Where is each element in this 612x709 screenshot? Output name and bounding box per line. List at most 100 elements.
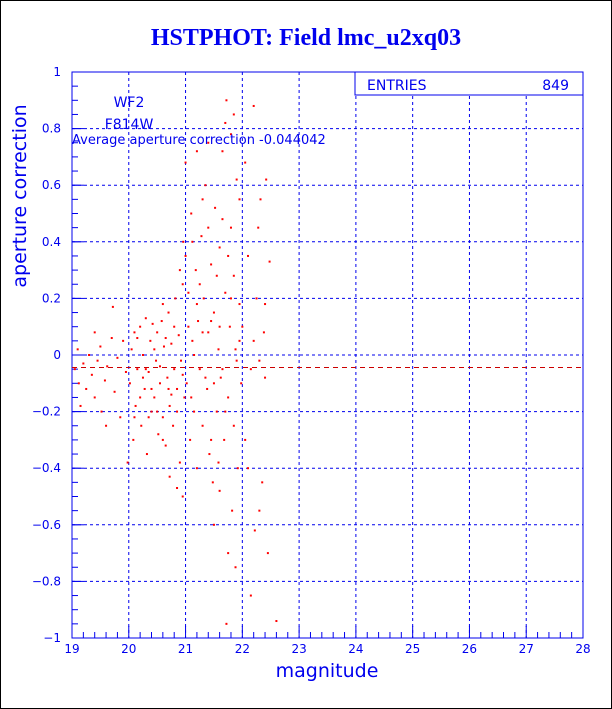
- x-axis-label: magnitude: [276, 660, 379, 682]
- data-point: [208, 453, 211, 456]
- data-point: [172, 424, 175, 427]
- data-point: [249, 594, 252, 597]
- x-tick-labels: 19 20 21 22 23 24 25 26 27 28: [64, 642, 590, 656]
- data-point: [159, 382, 162, 385]
- data-point: [93, 331, 96, 334]
- data-point: [223, 438, 226, 441]
- data-point: [210, 263, 213, 266]
- data-point: [99, 345, 102, 348]
- data-point: [144, 368, 147, 371]
- data-point: [210, 438, 213, 441]
- stats-box: ENTRIES 849: [354, 71, 584, 96]
- data-point: [151, 322, 154, 325]
- y-tick-label: 1: [53, 65, 61, 79]
- data-point: [207, 226, 210, 229]
- data-point: [207, 331, 210, 334]
- y-tick-label: 0.2: [42, 291, 61, 305]
- data-point: [164, 337, 167, 340]
- y-tick-label: 0: [53, 348, 61, 362]
- data-point: [247, 467, 250, 470]
- data-point: [128, 382, 131, 385]
- data-point: [224, 410, 227, 413]
- data-point: [141, 354, 144, 356]
- data-point: [238, 303, 241, 306]
- data-point: [76, 348, 79, 351]
- data-point: [126, 461, 129, 464]
- data-point: [268, 260, 271, 263]
- data-point: [235, 359, 238, 362]
- data-point: [122, 339, 125, 342]
- data-point: [106, 365, 109, 368]
- data-point: [198, 368, 201, 371]
- data-point: [136, 337, 139, 340]
- data-point: [240, 382, 243, 385]
- data-point: [217, 461, 220, 464]
- data-point: [229, 226, 232, 229]
- data-point: [206, 387, 209, 390]
- data-point: [229, 133, 232, 136]
- data-point: [170, 393, 173, 396]
- data-point: [244, 161, 247, 164]
- data-point: [215, 274, 218, 277]
- data-point: [238, 339, 241, 342]
- data-point: [262, 331, 265, 334]
- data-point: [166, 376, 169, 379]
- y-tick-label: −1: [43, 631, 61, 645]
- y-tick-label: −0.8: [32, 574, 61, 588]
- data-point: [212, 382, 215, 385]
- x-tick-label: 20: [121, 642, 136, 656]
- data-point: [132, 438, 135, 441]
- data-point: [178, 269, 181, 272]
- data-point: [88, 354, 91, 356]
- data-point: [249, 368, 252, 371]
- data-point: [210, 320, 213, 323]
- data-point: [258, 509, 261, 512]
- data-point: [191, 339, 194, 342]
- data-point: [190, 396, 193, 399]
- data-point: [177, 334, 180, 337]
- data-point: [105, 424, 108, 427]
- data-point: [161, 303, 164, 306]
- data-point: [119, 416, 122, 419]
- data-point: [227, 552, 230, 555]
- data-point: [200, 235, 203, 238]
- data-point: [168, 475, 171, 478]
- data-point: [207, 141, 210, 144]
- y-tick-label: 0.6: [42, 178, 61, 192]
- data-point: [116, 356, 119, 359]
- data-point: [133, 416, 136, 419]
- data-point: [136, 368, 139, 371]
- data-point: [218, 325, 221, 328]
- data-point: [195, 467, 198, 470]
- y-tick-label: 0.8: [42, 122, 61, 136]
- data-point: [183, 396, 186, 399]
- data-point: [228, 325, 231, 328]
- data-point: [218, 489, 221, 492]
- data-point: [255, 297, 258, 300]
- data-point: [155, 359, 158, 362]
- data-point: [143, 387, 146, 390]
- x-tick-label: 24: [348, 642, 363, 656]
- x-tick-label: 27: [519, 642, 534, 656]
- data-point: [259, 198, 262, 201]
- data-point: [227, 254, 230, 257]
- data-point: [258, 359, 261, 362]
- y-tick-label: −0.2: [32, 405, 61, 419]
- data-point: [113, 390, 116, 393]
- data-point: [218, 246, 221, 249]
- data-point: [124, 370, 127, 373]
- x-tick-label: 22: [235, 642, 250, 656]
- stats-value: 849: [542, 78, 569, 94]
- data-point: [174, 297, 177, 300]
- data-point: [201, 198, 204, 201]
- data-point: [238, 198, 241, 201]
- data-point: [190, 212, 193, 215]
- data-point: [157, 433, 160, 436]
- data-point: [176, 410, 179, 413]
- data-point: [161, 438, 164, 441]
- stats-label: ENTRIES: [367, 78, 427, 94]
- data-point: [195, 150, 198, 153]
- data-point: [187, 291, 190, 294]
- data-point: [161, 416, 164, 419]
